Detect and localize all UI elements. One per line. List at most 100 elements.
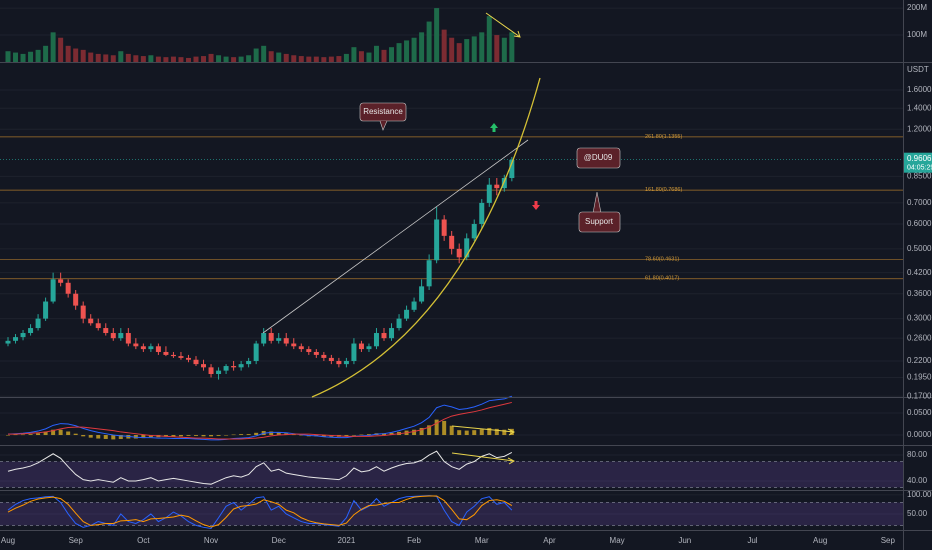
macd-histogram — [178, 435, 183, 437]
candle-body — [170, 354, 176, 357]
volume-bar — [426, 21, 432, 63]
fib-label: 78.60(0.4631) — [645, 256, 679, 262]
volume-bar — [193, 56, 199, 62]
volume-bar — [464, 39, 470, 62]
macd-histogram — [118, 435, 123, 439]
macd-histogram — [487, 427, 492, 436]
volume-bar — [185, 57, 191, 62]
x-tick-label: Sep — [881, 536, 896, 545]
candle-body — [358, 343, 364, 350]
candle-body — [238, 364, 244, 368]
volume-bar — [441, 29, 447, 62]
candle-body — [253, 343, 259, 361]
macd-histogram — [449, 425, 454, 436]
candle-body — [5, 340, 11, 344]
candle-body — [419, 286, 425, 302]
y-tick-label: 50.00 — [907, 509, 928, 518]
volume-bar — [231, 57, 237, 62]
candle-body — [223, 366, 229, 371]
y-tick-label: 0.0000 — [907, 430, 932, 439]
candle-body — [411, 301, 417, 310]
macd-histogram — [457, 430, 462, 436]
macd-histogram — [103, 435, 108, 439]
x-tick-label: Dec — [272, 536, 286, 545]
volume-bar — [223, 56, 229, 62]
candle-body — [268, 333, 274, 341]
volume-bar — [208, 53, 214, 62]
volume-bar — [276, 52, 282, 62]
volume-bar — [201, 56, 207, 62]
indicator-band — [0, 502, 903, 526]
candle-body — [396, 318, 402, 329]
x-tick-label: Nov — [204, 536, 218, 545]
x-tick-label: Sep — [69, 536, 84, 545]
fib-label: 61.80(0.4017) — [645, 276, 679, 282]
volume-bar — [396, 43, 402, 62]
macd-histogram — [96, 435, 101, 439]
volume-bar — [411, 37, 417, 62]
macd-histogram — [51, 429, 56, 436]
macd-histogram — [141, 435, 146, 439]
candle-body — [148, 346, 154, 350]
trend-line — [262, 139, 529, 334]
volume-bar — [306, 56, 312, 62]
parabolic-curve — [311, 77, 541, 398]
y-tick-label: 0.3600 — [907, 289, 932, 298]
x-tick-label: Mar — [475, 536, 489, 545]
macd-histogram — [366, 434, 371, 436]
volume-bar — [178, 57, 184, 62]
macd-histogram — [6, 435, 10, 436]
volume-bar — [13, 52, 19, 62]
volume-bar — [28, 51, 34, 62]
volume-bar — [163, 57, 169, 62]
volume-bar — [486, 16, 492, 62]
y-tick-label: 0.3000 — [907, 314, 932, 323]
y-tick-label: 1.6000 — [907, 85, 932, 94]
candle-body — [306, 349, 312, 352]
volume-bar — [336, 56, 342, 62]
macd-histogram — [194, 435, 198, 436]
candle-body — [103, 328, 109, 334]
candle-body — [35, 318, 41, 329]
fib-label: 261.80(1.1355) — [645, 134, 682, 140]
indicator-line — [7, 395, 513, 441]
volume-bar — [118, 51, 124, 62]
macd-histogram — [36, 433, 41, 436]
candle-body — [321, 354, 327, 358]
macd-histogram — [216, 435, 221, 436]
candle-body — [28, 328, 34, 334]
macd-histogram — [299, 435, 304, 436]
candle-body — [449, 235, 455, 249]
macd-histogram — [88, 435, 93, 438]
y-tick-label: 0.6000 — [907, 219, 932, 228]
candle-body — [163, 351, 169, 355]
volume-bar — [373, 45, 379, 62]
macd-histogram — [81, 435, 86, 437]
candle-body — [373, 333, 379, 347]
macd-histogram — [434, 419, 439, 436]
candle-body — [343, 360, 349, 365]
x-tick-label: Jun — [678, 536, 691, 545]
volume-bar — [73, 48, 79, 62]
y-tick-label: 0.5000 — [907, 244, 932, 253]
macd-histogram — [171, 435, 176, 437]
macd-histogram — [464, 430, 469, 436]
y-tick-label: 80.00 — [907, 450, 928, 459]
candle-body — [208, 367, 214, 374]
candle-body — [456, 248, 462, 258]
volume-bar — [283, 53, 289, 62]
y-tick-label: 200M — [907, 3, 927, 12]
x-tick-label: Aug — [1, 536, 15, 545]
candle-body — [185, 357, 191, 360]
macd-histogram — [21, 434, 26, 436]
volume-bar — [449, 37, 455, 62]
candle-body — [13, 337, 19, 341]
volume-bar — [419, 32, 425, 62]
volume-bar — [404, 40, 410, 62]
macd-histogram — [412, 429, 417, 436]
x-tick-label: Apr — [543, 536, 556, 545]
down-arrow — [532, 201, 540, 210]
macd-histogram — [224, 435, 229, 436]
